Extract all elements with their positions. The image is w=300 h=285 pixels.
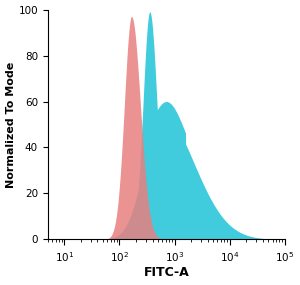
X-axis label: FITC-A: FITC-A <box>143 266 189 280</box>
Y-axis label: Normalized To Mode: Normalized To Mode <box>6 61 16 188</box>
